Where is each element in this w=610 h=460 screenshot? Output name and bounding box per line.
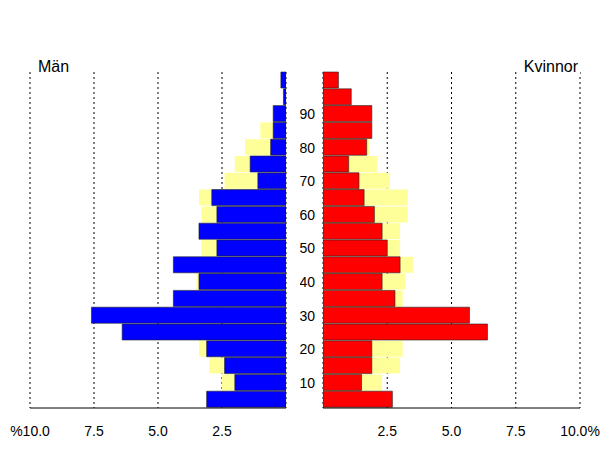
svg-text:80: 80 [300, 140, 315, 156]
svg-text:10.0%: 10.0% [560, 423, 600, 439]
svg-text:2.5: 2.5 [212, 423, 232, 439]
svg-text:30: 30 [300, 308, 315, 324]
svg-text:5.0: 5.0 [148, 423, 168, 439]
svg-text:%10.0: %10.0 [10, 423, 50, 439]
html-text:Män: Män [38, 58, 70, 75]
svg-text:5.0: 5.0 [442, 423, 462, 439]
svg-text:7.5: 7.5 [506, 423, 526, 439]
svg-text:40: 40 [300, 274, 315, 290]
svg-text:7.5: 7.5 [84, 423, 104, 439]
svg-text:60: 60 [300, 207, 315, 223]
svg-text:70: 70 [300, 173, 315, 189]
svg-text:2.5: 2.5 [378, 423, 398, 439]
svg-text:10: 10 [300, 375, 315, 391]
html-text:Kvinnor: Kvinnor [523, 58, 578, 75]
svg-text:20: 20 [300, 341, 315, 357]
svg-text:90: 90 [300, 106, 315, 122]
svg-text:50: 50 [300, 240, 315, 256]
